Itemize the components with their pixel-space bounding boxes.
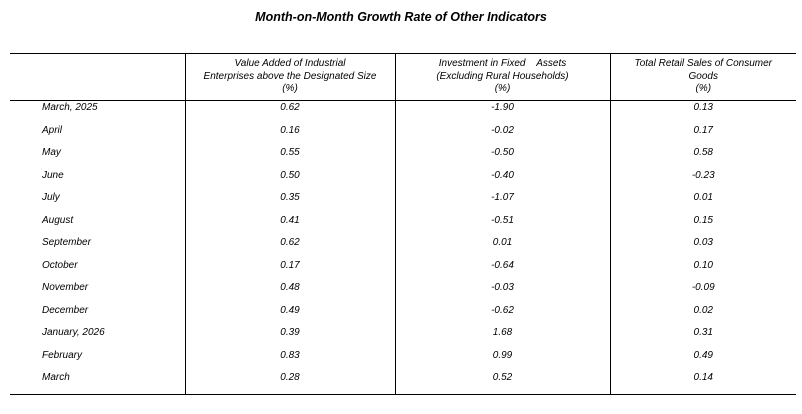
- growth-rate-table: Value Added of Industrial Enterprises ab…: [10, 53, 796, 395]
- table-row: February 0.83 0.99 0.49: [10, 348, 796, 371]
- period-cell: January, 2026: [42, 327, 105, 338]
- industrial-value-cell: 0.39: [184, 326, 395, 349]
- retail-value-cell: 0.03: [609, 236, 796, 259]
- retail-value-cell: 0.02: [609, 303, 796, 326]
- investment-value-cell: -0.40: [394, 168, 610, 191]
- retail-value-cell: -0.09: [609, 281, 796, 304]
- table-header-row: Value Added of Industrial Enterprises ab…: [10, 53, 796, 101]
- retail-value-cell: 0.58: [609, 146, 796, 169]
- period-cell: October: [42, 259, 78, 271]
- industrial-header-unit: (%): [282, 83, 298, 94]
- retail-value-cell: 0.14: [609, 371, 796, 395]
- period-cell: December: [42, 304, 89, 316]
- retail-value-cell: 0.10: [609, 258, 796, 281]
- investment-value-cell: 0.01: [394, 236, 610, 259]
- table-row: March 0.28 0.52 0.14: [10, 371, 796, 395]
- period-cell: March: [10, 371, 185, 395]
- period-cell: May: [42, 147, 61, 158]
- investment-value-cell: 0.99: [394, 348, 610, 371]
- investment-value-cell: -0.51: [394, 213, 610, 236]
- retail-header-unit: (%): [695, 83, 712, 94]
- investment-column-header: Investment in Fixed Assets (Excluding Ru…: [394, 53, 610, 101]
- industrial-value-cell: 0.35: [184, 191, 395, 214]
- period-cell: March, 2025: [42, 102, 98, 113]
- retail-header-line1: Total Retail Sales of Consumer: [634, 58, 772, 69]
- table-row: December 0.49 -0.62 0.02: [10, 303, 796, 326]
- industrial-value-cell: 0.28: [184, 371, 395, 395]
- investment-value-cell: 1.68: [394, 326, 610, 349]
- table-row: August 0.41 -0.51 0.15: [10, 213, 796, 236]
- table-row: April 0.16 -0.02 0.17: [10, 123, 796, 146]
- investment-value-cell: -0.50: [394, 146, 610, 169]
- investment-value-cell: -1.07: [394, 191, 610, 214]
- industrial-value-cell: 0.16: [184, 123, 395, 146]
- investment-header-line2: (Excluding Rural Households): [436, 70, 569, 82]
- period-cell: April: [42, 124, 63, 136]
- investment-value-cell: -0.02: [394, 123, 610, 146]
- industrial-value-cell: 0.17: [184, 258, 395, 281]
- table-row: October 0.17 -0.64 0.10: [10, 258, 796, 281]
- industrial-value-cell: 0.49: [184, 303, 395, 326]
- industrial-header-line1: Value Added of Industrial: [234, 58, 346, 69]
- retail-value-cell: 0.17: [609, 123, 796, 146]
- period-cell: September: [42, 237, 91, 248]
- industrial-value-cell: 0.41: [184, 213, 395, 236]
- table-row: September 0.62 0.01 0.03: [10, 236, 796, 259]
- investment-value-cell: -0.62: [394, 303, 610, 326]
- industrial-value-cell: 0.48: [184, 281, 395, 304]
- period-cell: February: [42, 349, 83, 361]
- industrial-value-cell: 0.62: [184, 100, 395, 124]
- investment-value-cell: -1.90: [394, 100, 610, 124]
- industrial-value-cell: 0.83: [184, 348, 395, 371]
- retail-value-cell: 0.49: [609, 348, 796, 371]
- industrial-value-cell: 0.55: [184, 146, 395, 169]
- investment-value-cell: -0.03: [394, 281, 610, 304]
- table-row: March, 2025 0.62 -1.90 0.13: [10, 100, 796, 124]
- table-row: November 0.48 -0.03 -0.09: [10, 281, 796, 304]
- industrial-column-header: Value Added of Industrial Enterprises ab…: [184, 53, 395, 101]
- period-cell: June: [42, 169, 64, 181]
- industrial-value-cell: 0.62: [184, 236, 395, 259]
- table-row: May 0.55 -0.50 0.58: [10, 146, 796, 169]
- retail-header-line2: Goods: [688, 70, 718, 82]
- table-title: Month-on-Month Growth Rate of Other Indi…: [255, 10, 547, 24]
- retail-value-cell: 0.13: [609, 100, 796, 124]
- period-column-header: [10, 53, 185, 101]
- table-row: July 0.35 -1.07 0.01: [10, 191, 796, 214]
- table-row: January, 2026 0.39 1.68 0.31: [10, 326, 796, 349]
- retail-value-cell: -0.23: [609, 168, 796, 191]
- retail-value-cell: 0.15: [609, 213, 796, 236]
- investment-header-unit: (%): [494, 83, 511, 94]
- retail-column-header: Total Retail Sales of Consumer Goods (%): [609, 53, 796, 101]
- investment-value-cell: 0.52: [394, 371, 610, 395]
- period-cell: November: [42, 282, 89, 293]
- investment-value-cell: -0.64: [394, 258, 610, 281]
- retail-value-cell: 0.01: [609, 191, 796, 214]
- investment-header-line1: Investment in Fixed Assets: [438, 58, 567, 69]
- table-row: June 0.50 -0.40 -0.23: [10, 168, 796, 191]
- table-body: March, 2025 0.62 -1.90 0.13 April 0.16 -0.02 0.…: [10, 100, 796, 395]
- industrial-value-cell: 0.50: [184, 168, 395, 191]
- industrial-header-line2: Enterprises above the Designated Size: [203, 70, 377, 82]
- period-cell: August: [42, 214, 74, 226]
- period-cell: July: [42, 192, 60, 203]
- retail-value-cell: 0.31: [609, 326, 796, 349]
